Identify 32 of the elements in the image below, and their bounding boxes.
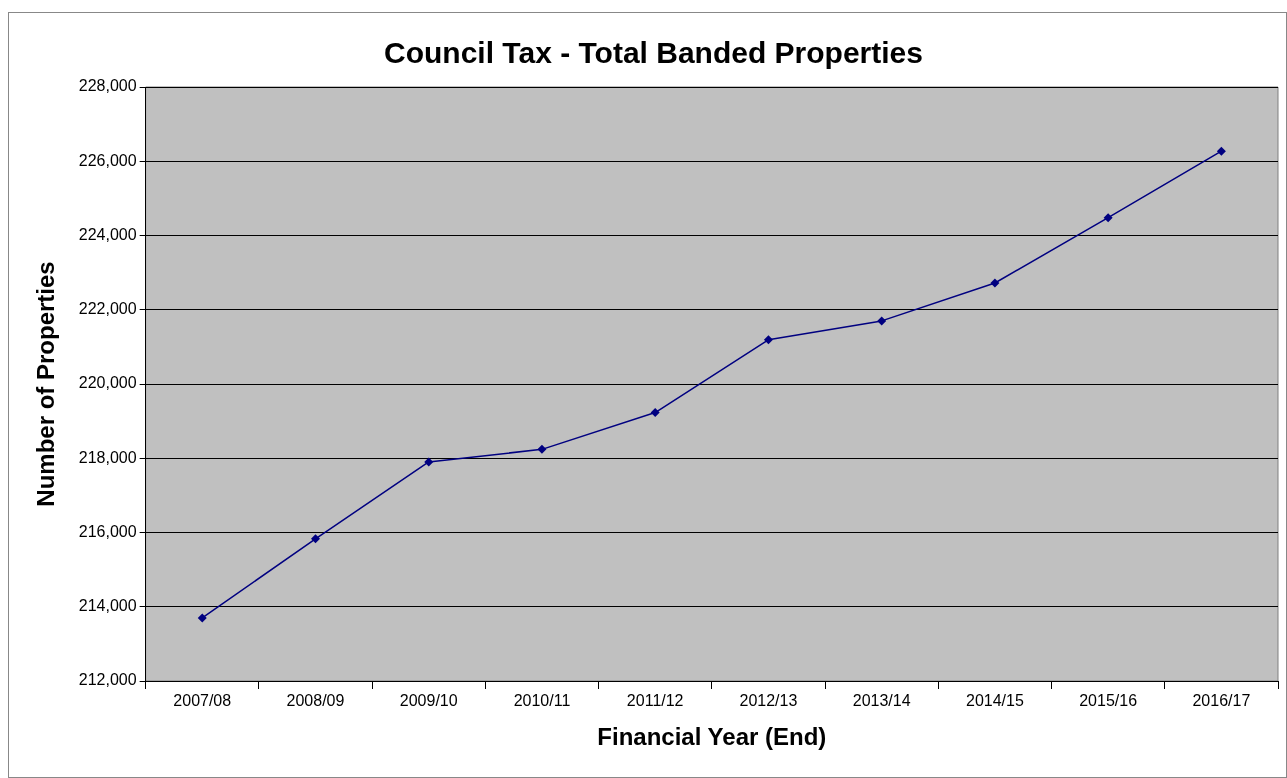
y-tick-label: 216,000 bbox=[78, 522, 137, 540]
chart-title: Council Tax - Total Banded Properties bbox=[384, 36, 923, 70]
y-tick-label: 226,000 bbox=[78, 151, 137, 169]
point bbox=[424, 457, 434, 467]
point bbox=[537, 444, 547, 454]
point bbox=[877, 316, 887, 326]
x-tick-label: 2015/16 bbox=[1079, 692, 1138, 710]
y-axis-title: Number of Properties bbox=[32, 261, 60, 507]
x-tick-label: 2014/15 bbox=[965, 692, 1024, 710]
point bbox=[1103, 213, 1113, 223]
x-tick-label: 2008/09 bbox=[286, 692, 345, 710]
point bbox=[763, 335, 773, 345]
x-tick-label: 2016/17 bbox=[1192, 692, 1251, 710]
point bbox=[990, 278, 1000, 288]
point bbox=[310, 534, 320, 544]
point bbox=[650, 408, 660, 418]
x-tick-label: 2007/08 bbox=[173, 692, 232, 710]
x-axis-title: Financial Year (End) bbox=[597, 723, 827, 751]
y-tick-label: 220,000 bbox=[78, 374, 137, 392]
x-tick-label: 2011/12 bbox=[626, 692, 684, 710]
x-tick-label: 2012/13 bbox=[739, 692, 798, 710]
y-tick-label: 228,000 bbox=[78, 77, 137, 95]
y-tick-label: 214,000 bbox=[78, 597, 137, 615]
y-tick-label: 222,000 bbox=[78, 300, 137, 318]
point bbox=[197, 613, 207, 623]
x-tick-label: 2010/11 bbox=[513, 692, 571, 710]
y-tick-label: 212,000 bbox=[78, 671, 137, 689]
x-tick-label: 2009/10 bbox=[399, 692, 458, 710]
y-tick-label: 224,000 bbox=[78, 225, 137, 243]
y-tick-label: 218,000 bbox=[78, 448, 137, 466]
point bbox=[1216, 146, 1226, 156]
x-tick-label: 2013/14 bbox=[852, 692, 911, 710]
